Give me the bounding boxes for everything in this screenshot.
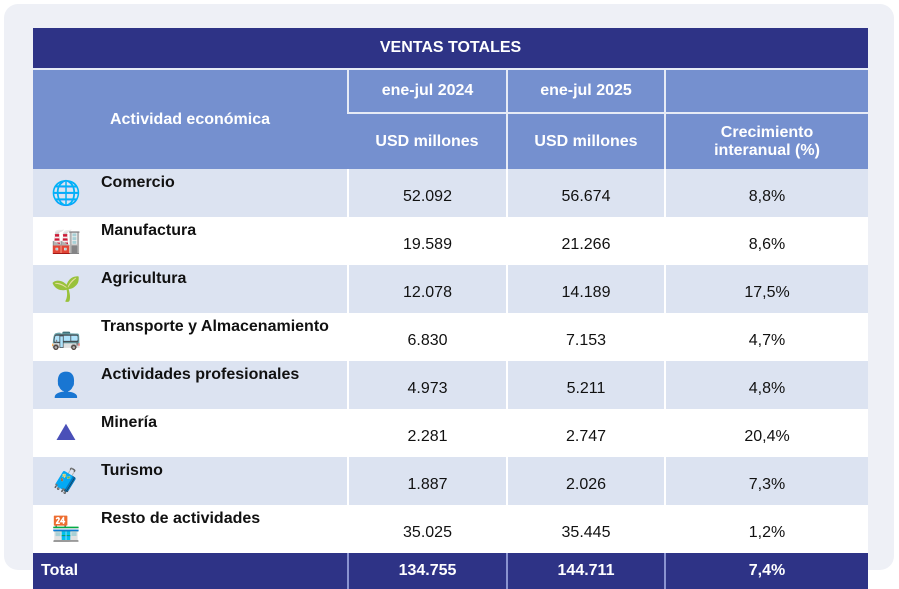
activity-cell: 🏪 Resto de actividades xyxy=(33,505,348,553)
value-2024: 1.887 xyxy=(347,457,507,505)
activity-cell: 🌐 Comercio xyxy=(33,169,348,217)
table-row: 🏭 Manufactura 19.589 21.266 8,6% xyxy=(33,217,869,265)
growth-value: 1,2% xyxy=(663,505,869,553)
table-row: 🧳 Turismo 1.887 2.026 7,3% xyxy=(33,457,869,505)
plant-hand-icon: 🌱 xyxy=(51,275,81,303)
value-2025: 56.674 xyxy=(506,169,665,217)
activity-cell: 🏭 Manufactura xyxy=(33,217,348,265)
table-row: 🌱 Agricultura 12.078 14.189 17,5% xyxy=(33,265,869,313)
value-2025: 2.747 xyxy=(506,409,665,457)
value-2025: 21.266 xyxy=(506,217,665,265)
total-2024: 134.755 xyxy=(347,553,507,589)
growth-value: 7,3% xyxy=(663,457,869,505)
activity-label: Agricultura xyxy=(101,270,187,287)
traveler-luggage-icon: 🧳 xyxy=(51,467,81,495)
growth-value: 4,8% xyxy=(663,361,869,409)
activity-label: Transporte y Almacenamiento xyxy=(101,318,329,335)
value-2024: 12.078 xyxy=(347,265,507,313)
value-2025: 7.153 xyxy=(506,313,665,361)
growth-value: 8,8% xyxy=(663,169,869,217)
header-period-2024: ene-jul 2024 xyxy=(347,68,507,113)
table-row: 🚌 Transporte y Almacenamiento 6.830 7.153… xyxy=(33,313,869,361)
growth-value: 8,6% xyxy=(663,217,869,265)
value-2025: 35.445 xyxy=(506,505,665,553)
value-2024: 4.973 xyxy=(347,361,507,409)
value-2024: 2.281 xyxy=(347,409,507,457)
professional-user-icon: 👤 xyxy=(51,371,81,399)
activity-cell: 🌱 Agricultura xyxy=(33,265,348,313)
activity-cell: 👤 Actividades profesionales xyxy=(33,361,348,409)
activity-cell: ⛰ Minería xyxy=(33,409,348,457)
header-unit-2024: USD millones xyxy=(348,112,507,169)
activity-label: Turismo xyxy=(101,462,163,479)
shop-idea-icon: 🏪 xyxy=(51,515,81,543)
activity-cell: 🚌 Transporte y Almacenamiento xyxy=(33,313,348,361)
table-row: 🌐 Comercio 52.092 56.674 8,8% xyxy=(33,169,869,217)
value-2025: 5.211 xyxy=(506,361,665,409)
total-label: Total xyxy=(33,553,348,589)
value-2025: 2.026 xyxy=(506,457,665,505)
globe-store-icon: 🌐 xyxy=(51,179,81,207)
header-empty xyxy=(663,68,869,113)
growth-value: 4,7% xyxy=(663,313,869,361)
total-row: Total 134.755 144.711 7,4% xyxy=(33,553,869,589)
table-title: VENTAS TOTALES xyxy=(33,28,869,69)
header-growth: Crecimiento interanual (%) xyxy=(663,112,869,169)
header-activity: Actividad económica xyxy=(33,68,348,169)
activity-label: Resto de actividades xyxy=(101,510,261,527)
activity-label: Manufactura xyxy=(101,222,197,239)
header-unit-2025: USD millones xyxy=(506,112,665,169)
activity-label: Comercio xyxy=(101,174,175,191)
total-growth: 7,4% xyxy=(663,553,869,589)
factory-worker-icon: 🏭 xyxy=(51,227,81,255)
table-row: ⛰ Minería 2.281 2.747 20,4% xyxy=(33,409,869,457)
activity-label: Actividades profesionales xyxy=(101,366,300,383)
activity-label: Minería xyxy=(101,414,158,431)
mine-icon: ⛰ xyxy=(55,419,77,446)
activity-cell: 🧳 Turismo xyxy=(33,457,348,505)
growth-value: 20,4% xyxy=(663,409,869,457)
table-row: 👤 Actividades profesionales 4.973 5.211 4… xyxy=(33,361,869,409)
value-2024: 19.589 xyxy=(347,217,507,265)
value-2024: 6.830 xyxy=(347,313,507,361)
bus-icon: 🚌 xyxy=(51,323,81,351)
value-2024: 52.092 xyxy=(347,169,507,217)
total-2025: 144.711 xyxy=(506,553,665,589)
growth-value: 17,5% xyxy=(663,265,869,313)
value-2024: 35.025 xyxy=(347,505,507,553)
sales-table: VENTAS TOTALES Actividad económica ene-j… xyxy=(33,28,869,589)
header-period-2025: ene-jul 2025 xyxy=(506,68,665,113)
value-2025: 14.189 xyxy=(506,265,665,313)
table-row: 🏪 Resto de actividades 35.025 35.445 1,2% xyxy=(33,505,869,553)
